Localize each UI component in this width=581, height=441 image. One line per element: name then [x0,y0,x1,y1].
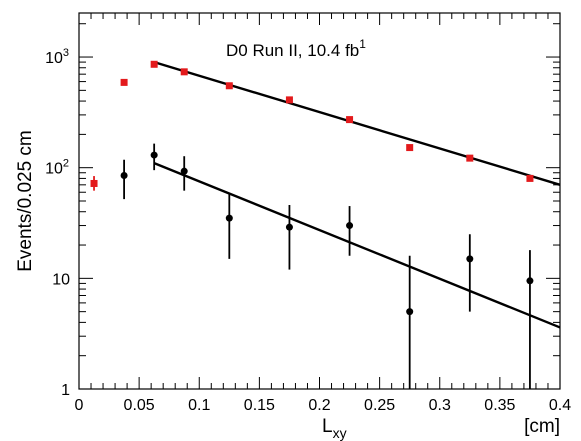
x-tick-label: 0.3 [429,397,451,414]
plot-frame [78,12,561,390]
data-point [225,214,233,222]
data-point [120,78,128,86]
x-tick-label: 0.25 [364,397,395,414]
data-point [285,223,293,231]
data-point [466,154,474,162]
y-axis-label: Events/0.025 cm [15,130,36,272]
data-point [285,96,293,104]
y-tick-label: 103 [45,47,69,67]
x-tick-label: 0.05 [124,397,155,414]
data-point [346,116,354,124]
y-tick-label: 102 [45,158,69,178]
x-tick-label: 0.35 [484,397,515,414]
data-point [406,308,414,316]
data-point [466,255,474,263]
x-tick-label: 0.1 [188,397,210,414]
chart-annotation: D0 Run II, 10.4 fb1 [226,37,366,60]
x-tick-label: 0 [75,397,84,414]
data-point [526,277,534,285]
x-axis-label: Lxy [322,416,347,441]
x-tick-label: 0.4 [549,397,571,414]
axis-ticks [78,13,561,390]
x-tick-label: 0.15 [244,397,275,414]
data-point [90,179,98,187]
axis-tick-labels: 0 0.05 0.1 0.15 0.2 0.25 0.3 0.35 0.4 1 10 102 103 [45,47,571,414]
y-tick-label: 1 [61,382,70,399]
data-point [225,82,233,90]
data-point [150,60,158,68]
data-point [180,68,188,76]
data-point [526,174,534,182]
fit-line [153,161,561,329]
fit-line [153,60,561,186]
x-tick-label: 0.2 [308,397,330,414]
fit-lines [153,60,561,329]
data-point [150,151,158,159]
data-point [346,222,354,230]
data-point [180,167,188,175]
data-points [90,60,534,389]
data-point [406,144,414,152]
x-axis-unit: [cm] [524,416,560,437]
y-tick-label: 10 [52,271,70,288]
data-point [120,171,128,179]
